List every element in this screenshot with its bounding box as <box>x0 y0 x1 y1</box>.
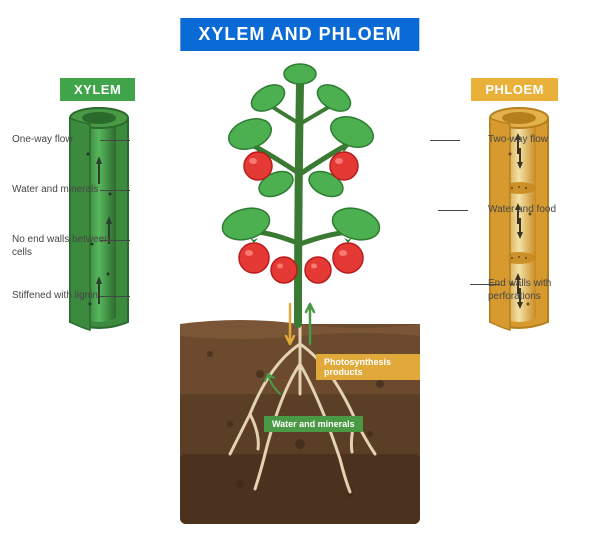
phloem-header: PHLOEM <box>471 78 558 101</box>
water-minerals-badge: Water and minerals <box>264 416 363 432</box>
xylem-label-1: Water and minerals <box>12 184 98 195</box>
phloem-label-1: Water and food <box>488 204 556 215</box>
phloem-label-2: End walls with perforations <box>488 278 551 302</box>
xylem-header: XYLEM <box>60 78 135 101</box>
photosynthesis-badge: Photosynthesis products <box>316 354 420 380</box>
phloem-label-0: Two-way flow <box>488 134 548 145</box>
xylem-label-0: One-way flow <box>12 134 73 145</box>
xylem-label-3: Stiffened with lignin <box>12 290 98 301</box>
page-title: XYLEM AND PHLOEM <box>180 18 419 51</box>
plant-diagram: Photosynthesis products Water and minera… <box>180 54 420 524</box>
xylem-label-2: No end walls between cells <box>12 234 110 258</box>
